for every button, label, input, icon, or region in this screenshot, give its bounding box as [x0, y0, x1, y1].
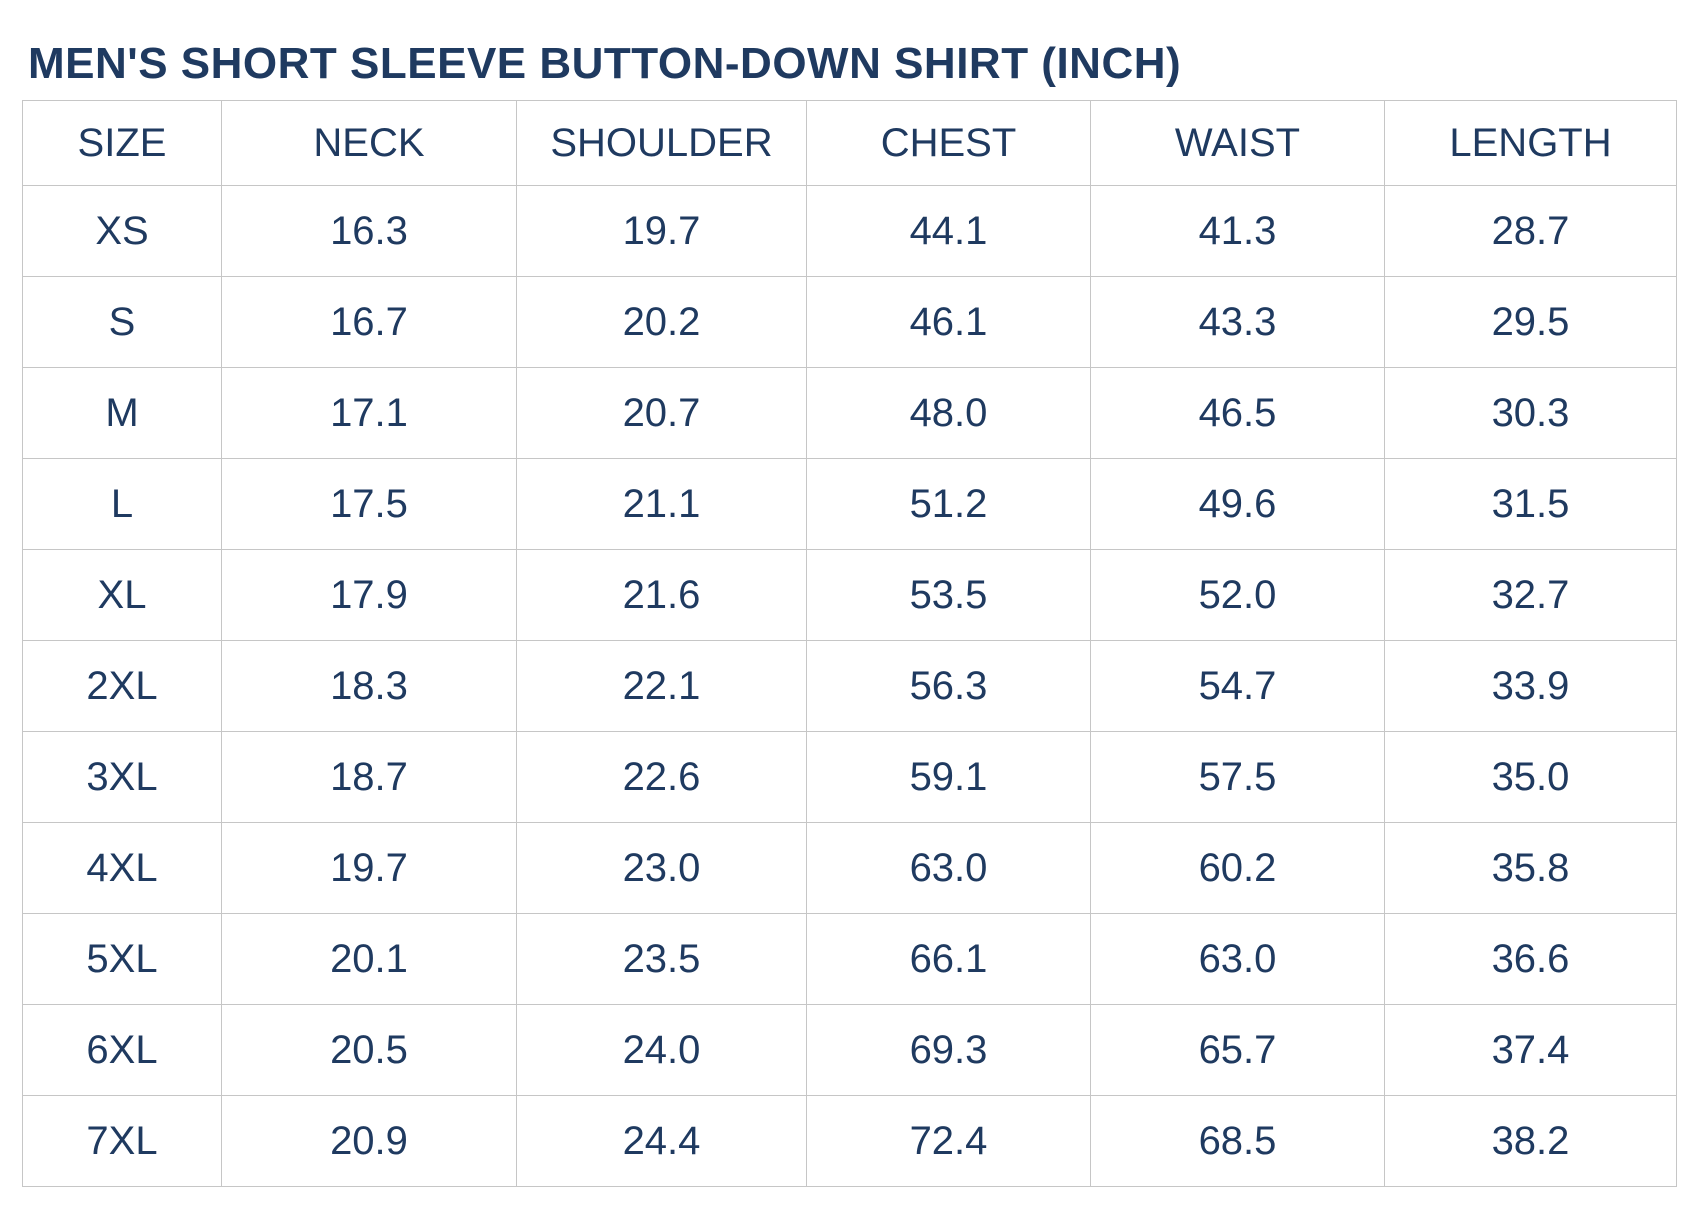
measurement-cell: 29.5	[1384, 276, 1677, 368]
table-row: S 16.7 20.2 46.1 43.3 29.5	[22, 276, 1677, 368]
page-title: MEN'S SHORT SLEEVE BUTTON-DOWN SHIRT (IN…	[28, 39, 1182, 88]
size-cell: 5XL	[22, 913, 222, 1005]
measurement-cell: 65.7	[1090, 1004, 1385, 1096]
measurement-cell: 31.5	[1384, 458, 1677, 550]
size-chart-table: SIZE NECK SHOULDER CHEST WAIST LENGTH XS…	[22, 100, 1677, 1187]
col-header-waist: WAIST	[1090, 100, 1385, 186]
table-row: XL 17.9 21.6 53.5 52.0 32.7	[22, 549, 1677, 641]
measurement-cell: 52.0	[1090, 549, 1385, 641]
measurement-cell: 69.3	[806, 1004, 1091, 1096]
measurement-cell: 59.1	[806, 731, 1091, 823]
measurement-cell: 41.3	[1090, 185, 1385, 277]
measurement-cell: 44.1	[806, 185, 1091, 277]
measurement-cell: 54.7	[1090, 640, 1385, 732]
measurement-cell: 22.1	[516, 640, 807, 732]
size-cell: XL	[22, 549, 222, 641]
measurement-cell: 20.7	[516, 367, 807, 459]
table-row: XS 16.3 19.7 44.1 41.3 28.7	[22, 185, 1677, 277]
size-cell: 6XL	[22, 1004, 222, 1096]
measurement-cell: 21.6	[516, 549, 807, 641]
measurement-cell: 35.8	[1384, 822, 1677, 914]
measurement-cell: 63.0	[1090, 913, 1385, 1005]
measurement-cell: 37.4	[1384, 1004, 1677, 1096]
measurement-cell: 24.0	[516, 1004, 807, 1096]
table-row: 6XL 20.5 24.0 69.3 65.7 37.4	[22, 1004, 1677, 1096]
col-header-neck: NECK	[221, 100, 517, 186]
measurement-cell: 16.3	[221, 185, 517, 277]
measurement-cell: 43.3	[1090, 276, 1385, 368]
table-header: SIZE NECK SHOULDER CHEST WAIST LENGTH	[22, 100, 1677, 186]
measurement-cell: 20.1	[221, 913, 517, 1005]
measurement-cell: 18.3	[221, 640, 517, 732]
measurement-cell: 57.5	[1090, 731, 1385, 823]
measurement-cell: 36.6	[1384, 913, 1677, 1005]
measurement-cell: 20.5	[221, 1004, 517, 1096]
measurement-cell: 46.1	[806, 276, 1091, 368]
size-cell: XS	[22, 185, 222, 277]
table-row: 3XL 18.7 22.6 59.1 57.5 35.0	[22, 731, 1677, 823]
measurement-cell: 60.2	[1090, 822, 1385, 914]
col-header-shoulder: SHOULDER	[516, 100, 807, 186]
size-cell: 4XL	[22, 822, 222, 914]
size-chart-page: MEN'S SHORT SLEEVE BUTTON-DOWN SHIRT (IN…	[22, 39, 1677, 1187]
measurement-cell: 28.7	[1384, 185, 1677, 277]
table-row: 5XL 20.1 23.5 66.1 63.0 36.6	[22, 913, 1677, 1005]
col-header-chest: CHEST	[806, 100, 1091, 186]
table-row: L 17.5 21.1 51.2 49.6 31.5	[22, 458, 1677, 550]
size-cell: 2XL	[22, 640, 222, 732]
table-row: 7XL 20.9 24.4 72.4 68.5 38.2	[22, 1095, 1677, 1187]
measurement-cell: 35.0	[1384, 731, 1677, 823]
size-cell: 7XL	[22, 1095, 222, 1187]
table-row: 4XL 19.7 23.0 63.0 60.2 35.8	[22, 822, 1677, 914]
size-cell: M	[22, 367, 222, 459]
measurement-cell: 23.0	[516, 822, 807, 914]
measurement-cell: 48.0	[806, 367, 1091, 459]
measurement-cell: 53.5	[806, 549, 1091, 641]
size-cell: L	[22, 458, 222, 550]
measurement-cell: 17.5	[221, 458, 517, 550]
col-header-size: SIZE	[22, 100, 222, 186]
measurement-cell: 32.7	[1384, 549, 1677, 641]
measurement-cell: 19.7	[221, 822, 517, 914]
size-table-body: XS 16.3 19.7 44.1 41.3 28.7 S 16.7 20.2 46.1 43.3 2…	[22, 185, 1677, 1187]
measurement-cell: 17.1	[221, 367, 517, 459]
measurement-cell: 17.9	[221, 549, 517, 641]
measurement-cell: 68.5	[1090, 1095, 1385, 1187]
measurement-cell: 63.0	[806, 822, 1091, 914]
measurement-cell: 20.2	[516, 276, 807, 368]
measurement-cell: 24.4	[516, 1095, 807, 1187]
measurement-cell: 49.6	[1090, 458, 1385, 550]
table-row: M 17.1 20.7 48.0 46.5 30.3	[22, 367, 1677, 459]
measurement-cell: 56.3	[806, 640, 1091, 732]
measurement-cell: 38.2	[1384, 1095, 1677, 1187]
measurement-cell: 33.9	[1384, 640, 1677, 732]
measurement-cell: 16.7	[221, 276, 517, 368]
measurement-cell: 21.1	[516, 458, 807, 550]
measurement-cell: 66.1	[806, 913, 1091, 1005]
measurement-cell: 72.4	[806, 1095, 1091, 1187]
measurement-cell: 19.7	[516, 185, 807, 277]
measurement-cell: 22.6	[516, 731, 807, 823]
col-header-length: LENGTH	[1384, 100, 1677, 186]
measurement-cell: 51.2	[806, 458, 1091, 550]
measurement-cell: 46.5	[1090, 367, 1385, 459]
size-cell: 3XL	[22, 731, 222, 823]
table-row: 2XL 18.3 22.1 56.3 54.7 33.9	[22, 640, 1677, 732]
measurement-cell: 20.9	[221, 1095, 517, 1187]
measurement-cell: 23.5	[516, 913, 807, 1005]
header-row: SIZE NECK SHOULDER CHEST WAIST LENGTH	[22, 100, 1677, 186]
measurement-cell: 30.3	[1384, 367, 1677, 459]
size-cell: S	[22, 276, 222, 368]
measurement-cell: 18.7	[221, 731, 517, 823]
